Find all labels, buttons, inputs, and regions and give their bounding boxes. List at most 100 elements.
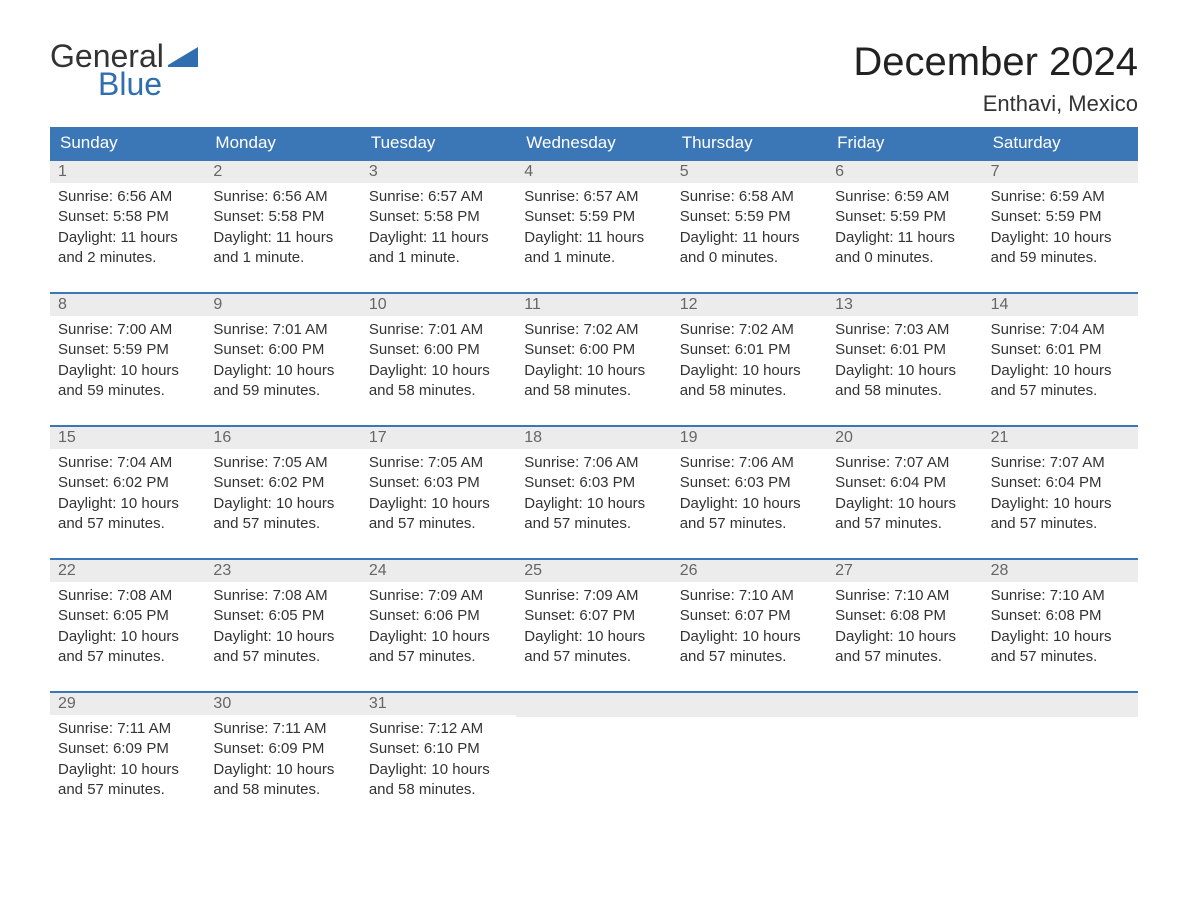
day-content: Sunrise: 7:03 AMSunset: 6:01 PMDaylight:… (827, 316, 982, 401)
day-line-d2: and 1 minute. (213, 248, 352, 268)
day-cell: 4Sunrise: 6:57 AMSunset: 5:59 PMDaylight… (516, 161, 671, 292)
day-line-sr: Sunrise: 7:08 AM (213, 586, 352, 606)
day-line-d2: and 58 minutes. (369, 381, 508, 401)
day-line-d1: Daylight: 10 hours (680, 627, 819, 647)
day-number: 12 (672, 294, 827, 316)
day-line-ss: Sunset: 5:59 PM (991, 207, 1130, 227)
week-row: 29Sunrise: 7:11 AMSunset: 6:09 PMDayligh… (50, 691, 1138, 824)
weekday-header: Monday (205, 127, 360, 159)
day-line-d2: and 57 minutes. (213, 647, 352, 667)
day-cell: 21Sunrise: 7:07 AMSunset: 6:04 PMDayligh… (983, 427, 1138, 558)
day-line-sr: Sunrise: 7:10 AM (680, 586, 819, 606)
day-line-d1: Daylight: 11 hours (213, 228, 352, 248)
day-line-ss: Sunset: 6:06 PM (369, 606, 508, 626)
day-line-d1: Daylight: 11 hours (835, 228, 974, 248)
day-line-sr: Sunrise: 6:58 AM (680, 187, 819, 207)
day-line-d2: and 57 minutes. (58, 514, 197, 534)
day-line-d2: and 57 minutes. (835, 514, 974, 534)
day-line-sr: Sunrise: 6:59 AM (991, 187, 1130, 207)
day-line-sr: Sunrise: 7:05 AM (369, 453, 508, 473)
day-number: 9 (205, 294, 360, 316)
day-line-d2: and 57 minutes. (369, 647, 508, 667)
day-line-d1: Daylight: 11 hours (369, 228, 508, 248)
weekday-header: Sunday (50, 127, 205, 159)
day-number: 3 (361, 161, 516, 183)
day-line-d1: Daylight: 10 hours (991, 494, 1130, 514)
day-line-sr: Sunrise: 7:06 AM (524, 453, 663, 473)
day-line-sr: Sunrise: 7:06 AM (680, 453, 819, 473)
day-number: 19 (672, 427, 827, 449)
day-content: Sunrise: 6:59 AMSunset: 5:59 PMDaylight:… (983, 183, 1138, 268)
day-line-d2: and 58 minutes. (680, 381, 819, 401)
day-number: 5 (672, 161, 827, 183)
day-cell: 25Sunrise: 7:09 AMSunset: 6:07 PMDayligh… (516, 560, 671, 691)
day-number: 30 (205, 693, 360, 715)
day-number: 1 (50, 161, 205, 183)
day-cell: 22Sunrise: 7:08 AMSunset: 6:05 PMDayligh… (50, 560, 205, 691)
day-line-d2: and 1 minute. (524, 248, 663, 268)
day-cell (672, 693, 827, 824)
day-line-d1: Daylight: 10 hours (369, 361, 508, 381)
day-line-d1: Daylight: 10 hours (680, 361, 819, 381)
day-line-d2: and 59 minutes. (213, 381, 352, 401)
day-line-ss: Sunset: 6:00 PM (369, 340, 508, 360)
day-line-d1: Daylight: 10 hours (369, 627, 508, 647)
page-title: December 2024 (853, 40, 1138, 85)
day-line-sr: Sunrise: 7:07 AM (835, 453, 974, 473)
day-line-ss: Sunset: 6:07 PM (680, 606, 819, 626)
day-number: 17 (361, 427, 516, 449)
day-cell: 7Sunrise: 6:59 AMSunset: 5:59 PMDaylight… (983, 161, 1138, 292)
day-number: 28 (983, 560, 1138, 582)
day-line-d1: Daylight: 10 hours (991, 361, 1130, 381)
day-content: Sunrise: 6:56 AMSunset: 5:58 PMDaylight:… (50, 183, 205, 268)
top-bar: General Blue December 2024 Enthavi, Mexi… (50, 40, 1138, 117)
day-content: Sunrise: 7:11 AMSunset: 6:09 PMDaylight:… (50, 715, 205, 800)
day-line-ss: Sunset: 6:08 PM (991, 606, 1130, 626)
day-cell: 5Sunrise: 6:58 AMSunset: 5:59 PMDaylight… (672, 161, 827, 292)
day-cell: 19Sunrise: 7:06 AMSunset: 6:03 PMDayligh… (672, 427, 827, 558)
day-cell: 12Sunrise: 7:02 AMSunset: 6:01 PMDayligh… (672, 294, 827, 425)
day-number: 27 (827, 560, 982, 582)
day-line-ss: Sunset: 6:04 PM (835, 473, 974, 493)
day-line-d2: and 57 minutes. (991, 514, 1130, 534)
day-line-d2: and 57 minutes. (213, 514, 352, 534)
day-content: Sunrise: 6:59 AMSunset: 5:59 PMDaylight:… (827, 183, 982, 268)
day-line-ss: Sunset: 5:58 PM (213, 207, 352, 227)
day-line-d2: and 57 minutes. (524, 647, 663, 667)
day-line-ss: Sunset: 6:02 PM (58, 473, 197, 493)
day-content: Sunrise: 6:57 AMSunset: 5:59 PMDaylight:… (516, 183, 671, 268)
day-line-d1: Daylight: 10 hours (213, 627, 352, 647)
day-number: 13 (827, 294, 982, 316)
day-content: Sunrise: 7:05 AMSunset: 6:03 PMDaylight:… (361, 449, 516, 534)
day-line-sr: Sunrise: 7:01 AM (213, 320, 352, 340)
day-content: Sunrise: 6:58 AMSunset: 5:59 PMDaylight:… (672, 183, 827, 268)
day-cell: 17Sunrise: 7:05 AMSunset: 6:03 PMDayligh… (361, 427, 516, 558)
day-line-ss: Sunset: 5:59 PM (835, 207, 974, 227)
day-cell: 16Sunrise: 7:05 AMSunset: 6:02 PMDayligh… (205, 427, 360, 558)
day-number: 18 (516, 427, 671, 449)
day-line-d2: and 59 minutes. (991, 248, 1130, 268)
day-line-sr: Sunrise: 7:10 AM (991, 586, 1130, 606)
day-cell: 9Sunrise: 7:01 AMSunset: 6:00 PMDaylight… (205, 294, 360, 425)
day-content: Sunrise: 7:05 AMSunset: 6:02 PMDaylight:… (205, 449, 360, 534)
day-content: Sunrise: 7:09 AMSunset: 6:06 PMDaylight:… (361, 582, 516, 667)
day-content: Sunrise: 6:56 AMSunset: 5:58 PMDaylight:… (205, 183, 360, 268)
day-line-ss: Sunset: 6:09 PM (58, 739, 197, 759)
day-cell: 10Sunrise: 7:01 AMSunset: 6:00 PMDayligh… (361, 294, 516, 425)
day-line-sr: Sunrise: 7:09 AM (524, 586, 663, 606)
day-line-ss: Sunset: 6:01 PM (835, 340, 974, 360)
day-number: 15 (50, 427, 205, 449)
day-number: 29 (50, 693, 205, 715)
day-line-ss: Sunset: 6:07 PM (524, 606, 663, 626)
day-line-ss: Sunset: 6:04 PM (991, 473, 1130, 493)
day-line-sr: Sunrise: 7:10 AM (835, 586, 974, 606)
day-cell: 26Sunrise: 7:10 AMSunset: 6:07 PMDayligh… (672, 560, 827, 691)
day-line-ss: Sunset: 6:05 PM (58, 606, 197, 626)
day-line-ss: Sunset: 6:10 PM (369, 739, 508, 759)
day-line-d1: Daylight: 10 hours (680, 494, 819, 514)
day-line-d2: and 57 minutes. (524, 514, 663, 534)
day-cell: 28Sunrise: 7:10 AMSunset: 6:08 PMDayligh… (983, 560, 1138, 691)
empty-day-bar (827, 693, 982, 717)
day-content: Sunrise: 7:10 AMSunset: 6:07 PMDaylight:… (672, 582, 827, 667)
day-content: Sunrise: 7:02 AMSunset: 6:01 PMDaylight:… (672, 316, 827, 401)
